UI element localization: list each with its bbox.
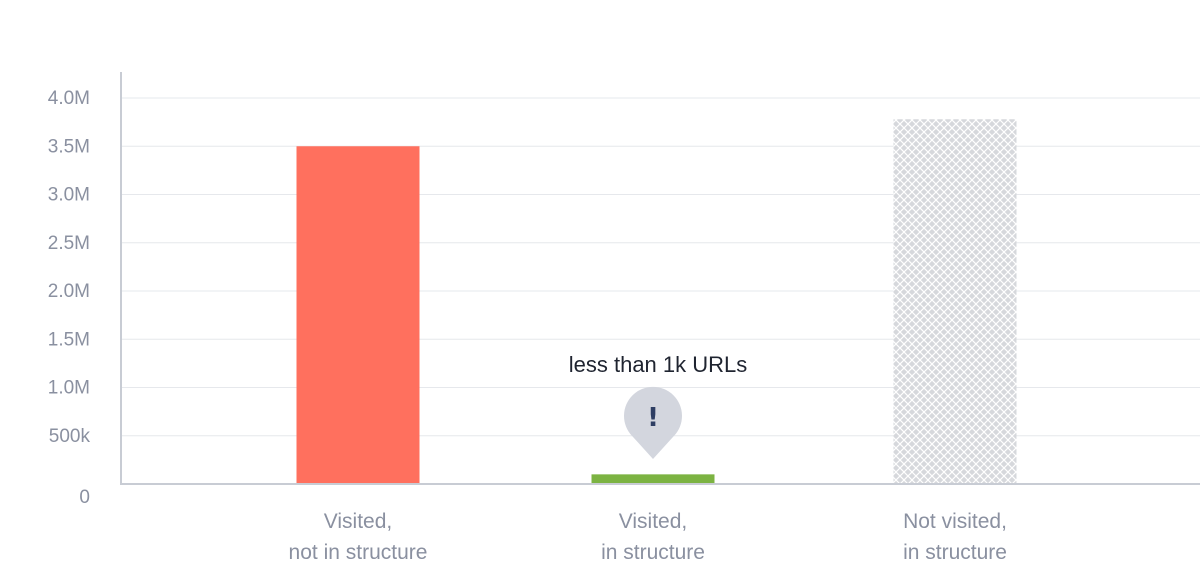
- pin-glyph: !: [647, 403, 659, 433]
- x-category-label: not in structure: [289, 541, 428, 564]
- gridlines: [121, 97, 1200, 437]
- y-tick-label: 1.5M: [48, 329, 90, 350]
- x-category-label: in structure: [903, 541, 1007, 564]
- y-tick-label: 3.5M: [48, 136, 90, 157]
- annotation: less than 1k URLs !: [569, 352, 748, 459]
- y-tick-label: 3.0M: [48, 185, 90, 206]
- y-axis-ticks: 0 500k 1.0M 1.5M 2.0M 2.5M 3.0M 3.5M 4.0M: [48, 88, 91, 508]
- annotation-label: less than 1k URLs: [569, 352, 748, 377]
- bar: [591, 474, 715, 484]
- bars: [296, 119, 1017, 484]
- pin-shape: [624, 386, 682, 459]
- x-axis-categories: Visited, not in structure Visited, in struc…: [289, 510, 1007, 564]
- x-category-label: Visited,: [324, 510, 393, 533]
- y-tick-label: 4.0M: [48, 88, 90, 109]
- x-category-label: Not visited,: [903, 510, 1007, 533]
- y-tick-label: 1.0M: [48, 378, 90, 399]
- y-tick-label: 0: [79, 487, 90, 508]
- bar: [893, 119, 1017, 484]
- bar: [296, 146, 420, 484]
- y-tick-label: 2.0M: [48, 281, 90, 302]
- y-tick-label: 2.5M: [48, 233, 90, 254]
- y-tick-label: 500k: [49, 426, 91, 447]
- exclamation-pin-icon: !: [624, 386, 682, 459]
- x-category-label: Visited,: [619, 510, 688, 533]
- x-category-label: in structure: [601, 541, 705, 564]
- axes: [120, 72, 1200, 485]
